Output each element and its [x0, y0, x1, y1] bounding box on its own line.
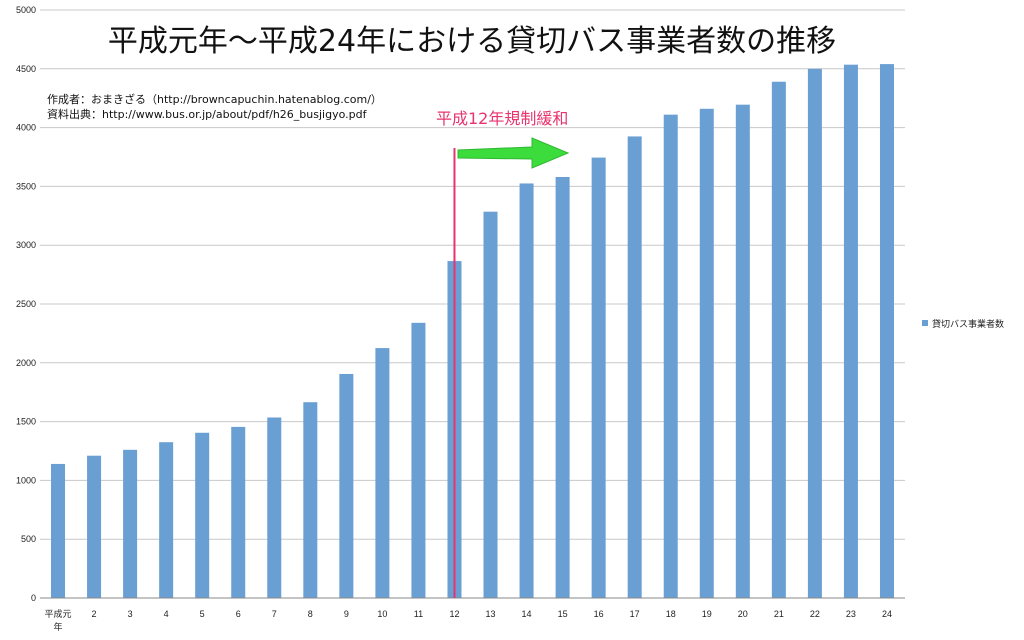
x-tick-label: 10 [377, 609, 387, 619]
bar-11 [411, 322, 426, 598]
x-tick-label: 3 [128, 609, 133, 619]
bar-23 [843, 64, 858, 598]
y-tick-label: 3500 [16, 181, 36, 191]
bars [51, 64, 894, 599]
credit-source: 資料出典：http://www.bus.or.jp/about/pdf/h26_… [47, 107, 368, 121]
bar-7 [267, 417, 282, 598]
x-tick-label: 22 [810, 609, 820, 619]
bar-24 [879, 64, 894, 598]
y-tick-label: 5000 [16, 5, 36, 15]
bar-9 [339, 373, 354, 598]
credit-author: 作成者：おまきざる（http://browncapuchin.hatenablo… [47, 92, 382, 106]
y-tick-label: 0 [31, 593, 36, 603]
y-tick-label: 1500 [16, 417, 36, 427]
bar-21 [771, 81, 786, 598]
bar-6 [231, 426, 246, 598]
x-tick-label: 6 [236, 609, 241, 619]
y-tick-label: 4000 [16, 123, 36, 133]
x-tick-label: 5 [200, 609, 205, 619]
bar-17 [627, 136, 642, 599]
bar-10 [375, 348, 390, 598]
y-tick-label: 1000 [16, 475, 36, 485]
x-tick-label: 2 [92, 609, 97, 619]
x-tick-label: 21 [774, 609, 784, 619]
bar-20 [735, 104, 750, 598]
x-tick-label: 15 [558, 609, 568, 619]
x-tick-label: 18 [666, 609, 676, 619]
bar-3 [123, 449, 138, 598]
y-tick-label: 500 [21, 534, 36, 544]
x-tick-label: 平成元年 [45, 608, 72, 632]
arrow-icon [457, 137, 570, 169]
bar-8 [303, 402, 318, 598]
x-tick-label: 8 [308, 609, 313, 619]
chart-title: 平成元年〜平成24年における貸切バス事業者数の推移 [108, 24, 836, 59]
bar-4 [159, 442, 174, 598]
y-tick-label: 4500 [16, 64, 36, 74]
bar-2 [87, 455, 102, 598]
x-tick-label: 9 [344, 609, 349, 619]
x-tick-label: 17 [630, 609, 640, 619]
bar-22 [807, 68, 822, 599]
bar-14 [519, 183, 534, 598]
x-tick-label: 24 [882, 609, 892, 619]
bar-15 [555, 176, 570, 598]
x-tick-label: 16 [594, 609, 604, 619]
x-tick-label: 13 [486, 609, 496, 619]
x-tick-label: 23 [846, 609, 856, 619]
x-tick-label: 14 [522, 609, 532, 619]
x-tick-label: 7 [272, 609, 277, 619]
x-tick-label: 19 [702, 609, 712, 619]
legend: 貸切バス事業者数 [922, 318, 1004, 330]
bar-13 [483, 211, 498, 598]
x-tick-label: 20 [738, 609, 748, 619]
legend-label: 貸切バス事業者数 [932, 318, 1004, 330]
bar-16 [591, 157, 606, 598]
gridlines [40, 9, 905, 540]
y-tick-label: 3000 [16, 240, 36, 250]
x-tick-label: 11 [414, 609, 423, 619]
bar-19 [699, 108, 714, 598]
bar-18 [663, 114, 678, 598]
x-tick-label: 4 [164, 609, 169, 619]
y-axis-ticks: 0 500 1000 1500 2000 2500 3000 3500 4000 4500 5000 [16, 5, 36, 603]
bar-平成元年 [51, 463, 66, 598]
x-tick-label: 12 [449, 609, 459, 619]
y-tick-label: 2500 [16, 299, 36, 309]
annotation-label: 平成12年規制緩和 [436, 109, 568, 128]
y-tick-label: 2000 [16, 358, 36, 368]
legend-swatch [922, 320, 928, 326]
bar-5 [195, 432, 210, 598]
